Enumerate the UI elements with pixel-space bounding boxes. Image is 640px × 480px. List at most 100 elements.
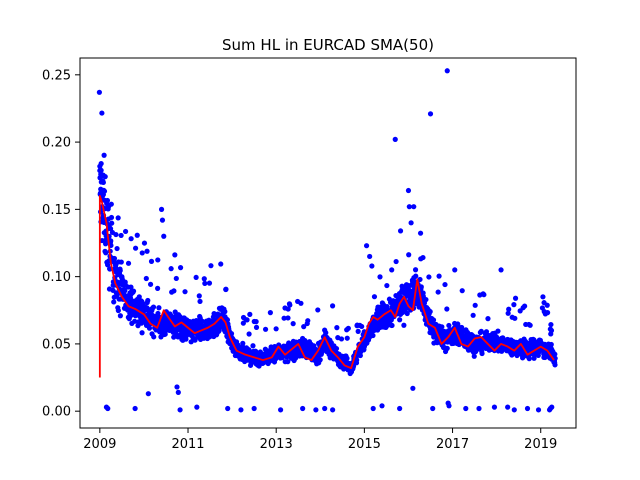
- data-point: [369, 263, 375, 269]
- data-point: [240, 340, 246, 346]
- data-point: [389, 322, 395, 329]
- data-point: [122, 228, 129, 235]
- data-point: [471, 353, 477, 359]
- data-point: [345, 325, 351, 331]
- data-point: [267, 310, 273, 316]
- data-point: [552, 362, 558, 368]
- data-point: [541, 309, 547, 315]
- data-point: [247, 311, 253, 317]
- data-point: [128, 284, 134, 290]
- data-point: [130, 288, 137, 294]
- data-point: [479, 350, 485, 357]
- data-point: [155, 257, 161, 263]
- data-point: [526, 356, 532, 362]
- data-point: [262, 326, 269, 332]
- data-point: [196, 293, 202, 299]
- data-point: [512, 315, 518, 321]
- data-point: [544, 302, 550, 308]
- data-point: [155, 310, 161, 317]
- data-point: [548, 327, 555, 334]
- data-point: [334, 325, 340, 331]
- data-point: [105, 262, 111, 268]
- data-point: [511, 407, 517, 413]
- x-tick-label: 2013: [260, 437, 293, 452]
- chart-title: Sum HL in EURCAD SMA(50): [222, 36, 434, 54]
- data-point: [182, 289, 188, 295]
- data-point: [146, 325, 153, 331]
- data-point: [159, 217, 166, 223]
- data-point: [224, 317, 231, 323]
- data-point: [202, 280, 208, 287]
- data-point: [531, 355, 537, 361]
- data-point: [444, 68, 450, 74]
- y-tick-label: 0.15: [42, 203, 71, 218]
- data-point: [98, 186, 104, 192]
- data-point: [246, 331, 252, 337]
- data-point: [397, 405, 403, 412]
- data-point: [442, 281, 448, 288]
- data-point: [379, 403, 385, 409]
- data-point: [174, 384, 180, 390]
- data-point: [389, 267, 395, 273]
- data-point: [393, 258, 399, 265]
- data-point: [444, 345, 450, 351]
- x-tick-label: 2011: [171, 437, 204, 452]
- y-tick-label: 0.20: [42, 136, 71, 151]
- data-point: [322, 405, 328, 412]
- data-point: [136, 294, 142, 300]
- data-point: [99, 110, 105, 116]
- data-point: [161, 233, 167, 239]
- data-point: [481, 292, 487, 298]
- data-point: [125, 260, 132, 266]
- data-point: [111, 299, 117, 305]
- data-point: [344, 355, 350, 361]
- data-point: [401, 322, 407, 328]
- data-point: [367, 253, 373, 260]
- data-points: [96, 68, 558, 413]
- data-point: [459, 288, 465, 294]
- data-point: [511, 302, 517, 308]
- data-point: [194, 404, 200, 410]
- data-point: [105, 405, 111, 412]
- data-point: [338, 336, 345, 342]
- data-point: [122, 288, 128, 294]
- data-point: [285, 315, 291, 321]
- data-point: [114, 245, 120, 252]
- data-point: [317, 357, 323, 363]
- data-point: [417, 230, 424, 236]
- data-point: [323, 330, 329, 336]
- data-point: [495, 328, 501, 334]
- data-point: [150, 304, 157, 310]
- plot-area: [96, 68, 558, 413]
- data-point: [240, 320, 246, 326]
- data-point: [472, 302, 478, 308]
- data-point: [118, 259, 124, 265]
- data-point: [405, 187, 412, 194]
- data-point: [134, 232, 140, 238]
- data-point: [298, 300, 304, 306]
- data-point: [225, 405, 231, 412]
- data-point: [218, 261, 224, 267]
- data-point: [485, 316, 491, 322]
- data-point: [435, 289, 441, 295]
- data-point: [540, 294, 546, 300]
- data-point: [115, 307, 121, 314]
- data-point: [446, 403, 452, 409]
- data-point: [99, 173, 105, 179]
- data-point: [285, 306, 291, 312]
- data-point: [228, 330, 235, 337]
- data-point: [168, 266, 174, 272]
- data-point: [144, 248, 150, 254]
- data-point: [359, 323, 365, 330]
- sma-line: [98, 195, 555, 378]
- data-point: [436, 273, 442, 279]
- data-point: [193, 274, 199, 281]
- data-point: [109, 220, 115, 226]
- data-point: [412, 267, 419, 273]
- data-point: [155, 285, 161, 291]
- data-point: [410, 385, 416, 391]
- data-point: [100, 179, 106, 186]
- data-point: [287, 302, 293, 308]
- data-point: [430, 405, 436, 412]
